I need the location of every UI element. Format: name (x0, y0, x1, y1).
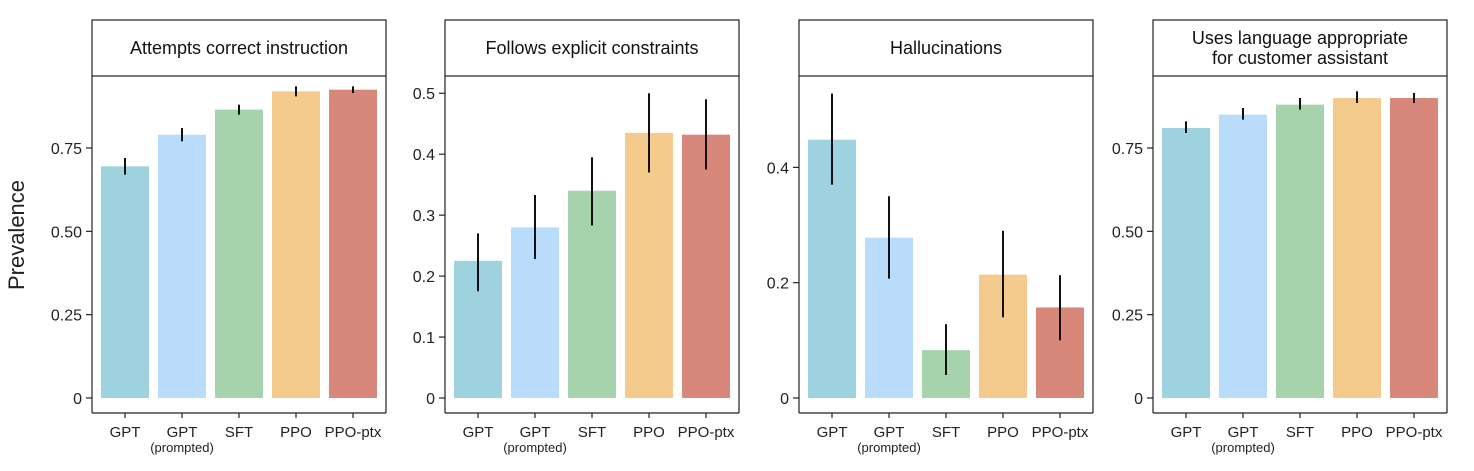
x-tick-label: GPT (463, 424, 494, 441)
x-tick-label: PPO (280, 424, 312, 441)
y-tick-label: 0.25 (1112, 308, 1143, 325)
y-tick-label: 0 (780, 391, 789, 408)
x-tick-label: GPT (520, 424, 551, 441)
y-tick-label: 0.75 (1112, 141, 1143, 158)
x-tick-label: SFT (1286, 424, 1314, 441)
y-tick-label: 0.50 (1112, 224, 1143, 241)
y-tick-label: 0.3 (413, 208, 435, 225)
x-tick-label: SFT (225, 424, 253, 441)
x-tick-label: PPO-ptx (325, 424, 382, 441)
panel-title-box (91, 19, 387, 77)
panel-title-box (1152, 19, 1448, 77)
x-tick-label: PPO-ptx (1032, 424, 1089, 441)
bar-ppo-ptx (682, 134, 730, 398)
x-tick-label: GPT (874, 424, 905, 441)
panel-title-box (444, 19, 740, 77)
y-tick-label: 0.1 (413, 330, 435, 347)
chart-panel-1: Attempts correct instruction 0 0.25 0.50 0.7… (51, 19, 387, 455)
x-tick-sublabel: (prompted) (1211, 440, 1275, 455)
x-tick-label: SFT (578, 424, 606, 441)
panel-title: Hallucinations (890, 38, 1002, 58)
x-tick-sublabel: (prompted) (857, 440, 921, 455)
bar-ppo-ptx (1390, 98, 1438, 398)
y-tick-label: 0.5 (413, 86, 435, 103)
bar-sft (215, 109, 263, 399)
y-tick-label: 0 (73, 391, 82, 408)
chart-panel-2: Follows explicit constraints 0 0.1 0.2 0.3 0.… (413, 19, 740, 455)
bar-sft (1276, 104, 1324, 399)
bar-gpt-prompted (1219, 114, 1267, 399)
bar-gpt-prompted (158, 134, 206, 398)
bar-ppo-ptx (329, 89, 377, 399)
x-tick-sublabel: (prompted) (503, 440, 567, 455)
x-tick-label: GPT (110, 424, 141, 441)
panel-title: Follows explicit constraints (485, 38, 698, 58)
x-tick-label: GPT (817, 424, 848, 441)
panel-title: Uses language appropriate (1192, 28, 1408, 48)
y-tick-label: 0.50 (51, 224, 82, 241)
y-tick-label: 0.25 (51, 308, 82, 325)
x-tick-label: GPT (1228, 424, 1259, 441)
y-tick-label: 0 (426, 391, 435, 408)
x-tick-label: PPO (1341, 424, 1373, 441)
x-tick-label: PPO-ptx (1386, 424, 1443, 441)
x-tick-label: PPO-ptx (678, 424, 735, 441)
y-tick-label: 0.4 (767, 160, 789, 177)
x-tick-sublabel: (prompted) (150, 440, 214, 455)
panel-title: Attempts correct instruction (130, 38, 348, 58)
y-tick-label: 0.2 (767, 276, 789, 293)
bar-ppo (272, 91, 320, 398)
y-tick-label: 0.4 (413, 147, 435, 164)
y-tick-label: 0 (1134, 391, 1143, 408)
panel-title-box (798, 19, 1094, 77)
x-tick-label: GPT (167, 424, 198, 441)
x-tick-label: GPT (1171, 424, 1202, 441)
y-tick-label: 0.2 (413, 269, 435, 286)
panel-title: for customer assistant (1212, 48, 1388, 68)
x-tick-label: PPO (987, 424, 1019, 441)
bar-ppo (625, 132, 673, 398)
bar-gpt (101, 166, 149, 398)
x-tick-label: PPO (633, 424, 665, 441)
bar-ppo (1333, 98, 1381, 398)
bar-gpt (1162, 128, 1210, 398)
x-tick-label: SFT (932, 424, 960, 441)
y-tick-label: 0.75 (51, 141, 82, 158)
